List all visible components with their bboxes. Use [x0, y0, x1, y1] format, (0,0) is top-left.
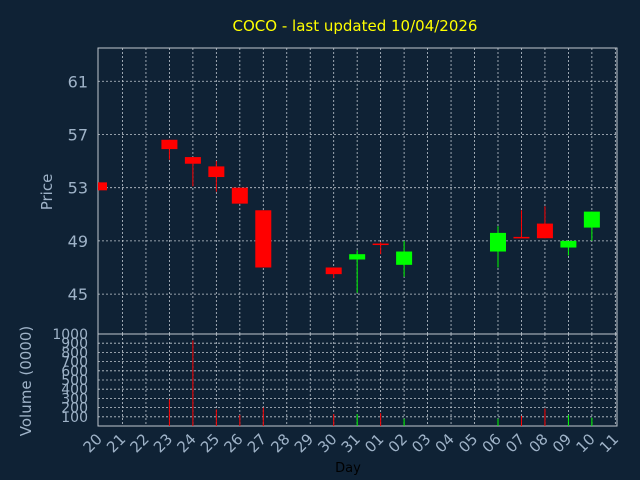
volume-axis-label: Volume (0000)	[17, 326, 35, 436]
x-axis-label: Day	[335, 461, 361, 476]
candle-body	[184, 157, 201, 164]
price-y-ticks: 45 49 53 57 61	[68, 72, 88, 304]
chart-title: COCO - last updated 10/04/2026	[233, 17, 478, 35]
price-y-tick-label: 49	[68, 232, 88, 251]
candle-body	[489, 232, 506, 252]
volume-bars	[168, 340, 593, 426]
volume-y-tick-label: 800	[61, 345, 88, 361]
candle-body	[513, 236, 530, 239]
price-y-tick-label: 61	[68, 72, 88, 91]
price-y-tick-label: 53	[68, 179, 88, 198]
x-ticks: 2021222324252627282930310102030405060708…	[80, 430, 623, 456]
candle-body	[98, 182, 107, 191]
volume-y-tick-label: 500	[61, 373, 88, 389]
price-y-tick-label: 57	[68, 125, 88, 144]
candle-body	[231, 187, 248, 204]
volume-y-tick-label: 600	[61, 364, 88, 380]
candle-body	[325, 267, 342, 275]
volume-y-tick-label: 400	[61, 382, 88, 398]
candle-body	[560, 240, 577, 248]
volume-y-tick-label: 700	[61, 355, 88, 371]
candle-body	[583, 211, 600, 228]
candle-body	[255, 210, 272, 268]
volume-grid	[97, 333, 618, 427]
price-y-tick-label: 45	[68, 285, 88, 304]
volume-y-tick-label: 900	[61, 336, 88, 352]
volume-y-tick-label: 1000	[52, 327, 88, 343]
candle-body	[372, 243, 389, 246]
candle-body	[161, 139, 178, 150]
candle-body	[349, 254, 366, 260]
volume-y-tick-label: 200	[61, 401, 88, 417]
candles	[98, 139, 600, 293]
volume-y-tick-label: 300	[61, 391, 88, 407]
candle-body	[208, 166, 225, 178]
volume-y-tick-label: 100	[61, 410, 88, 426]
candle-body	[536, 223, 553, 239]
price-axis-label: Price	[38, 174, 56, 211]
candle-body	[396, 251, 413, 265]
